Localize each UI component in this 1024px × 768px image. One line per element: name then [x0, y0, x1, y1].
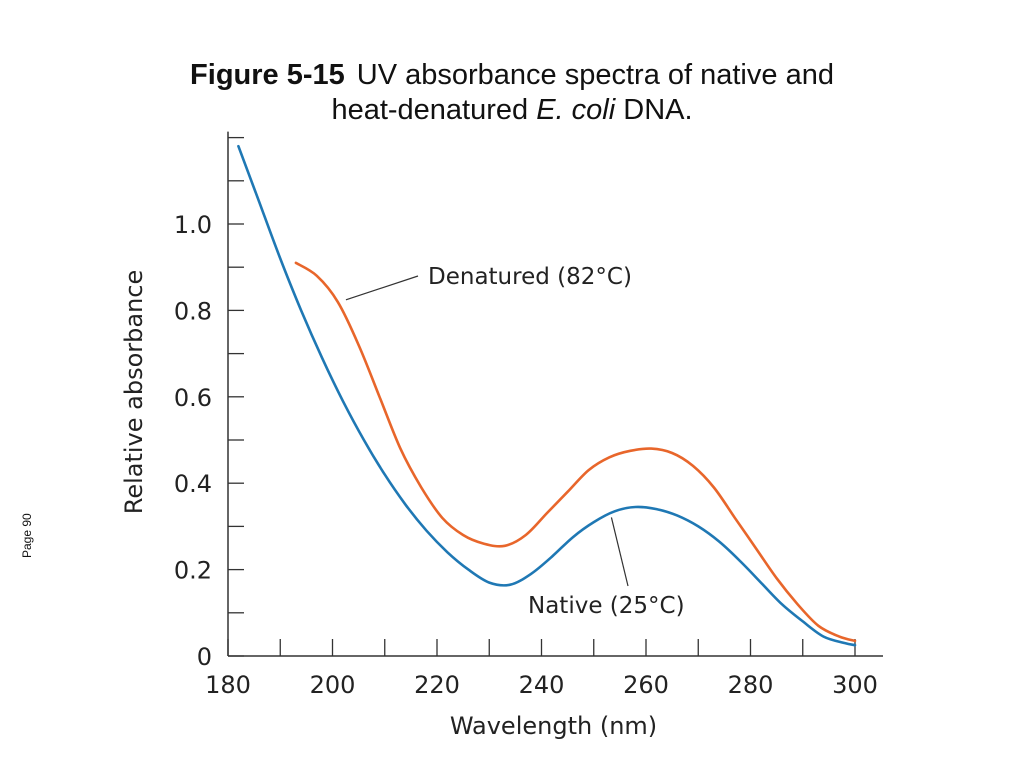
caption-line-1: Figure 5-15 UV absorbance spectra of nati…	[100, 58, 924, 93]
y-tick-label: 0	[197, 643, 212, 671]
y-axis-title: Relative absorbance	[120, 270, 148, 515]
caption-species: E. coli	[536, 94, 616, 126]
x-tick-label: 180	[205, 671, 251, 699]
caption-line-2: heat-denatured E. coli DNA.	[100, 93, 924, 128]
y-tick-label: 0.8	[174, 297, 212, 325]
axes: 0 0.2 0.4 0.6 0.8 1.0 180 200 220 240 260 280 300 Wav…	[120, 131, 883, 740]
series-lines	[237, 144, 857, 647]
y-tick-label: 0.6	[174, 384, 212, 412]
figure-caption: Figure 5-15 UV absorbance spectra of nati…	[100, 58, 924, 128]
native-annotation-label: Native (25°C)	[528, 593, 685, 619]
denatured-annotation-label: Denatured (82°C)	[428, 264, 632, 290]
annotations: Denatured (82°C) Native (25°C)	[345, 264, 685, 619]
caption-text-2-post: DNA.	[615, 94, 693, 126]
y-tick-label: 1.0	[174, 211, 212, 239]
series-line-native	[237, 144, 857, 647]
x-tick-label: 280	[728, 671, 774, 699]
caption-text-2-pre: heat-denatured	[331, 94, 537, 126]
series-line-denatured	[294, 261, 857, 643]
x-tick-label: 300	[832, 671, 878, 699]
y-tick-label: 0.4	[174, 470, 212, 498]
x-tick-label: 240	[519, 671, 565, 699]
x-axis-title: Wavelength (nm)	[450, 712, 657, 740]
native-leader-line	[610, 517, 629, 587]
figure-label: Figure 5-15	[190, 59, 345, 91]
denatured-leader-line	[345, 275, 419, 301]
x-tick-label: 200	[310, 671, 356, 699]
x-tick-label: 220	[414, 671, 460, 699]
caption-text-1: UV absorbance spectra of native and	[356, 59, 834, 91]
y-tick-label: 0.2	[174, 557, 212, 585]
x-tick-label: 260	[623, 671, 669, 699]
